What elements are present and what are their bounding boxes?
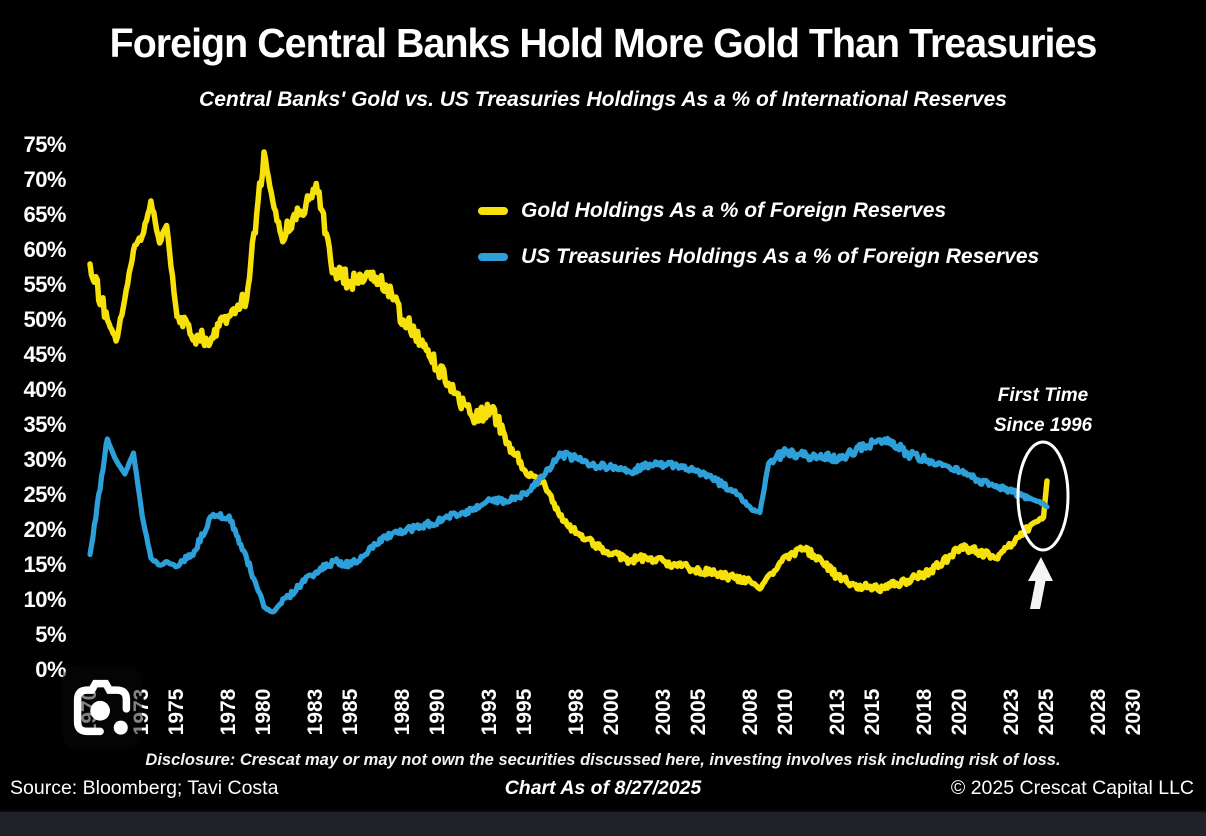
y-tick-label: 65% — [23, 202, 66, 227]
y-tick-label: 20% — [23, 517, 66, 542]
y-tick-label: 55% — [23, 272, 66, 297]
y-tick-label: 10% — [23, 587, 66, 612]
y-tick-label: 15% — [23, 552, 66, 577]
disclosure-text: Disclosure: Crescat may or may not own t… — [145, 751, 1061, 769]
y-tick-label: 40% — [23, 377, 66, 402]
y-tick-label: 50% — [23, 307, 66, 332]
highlight-ellipse — [1016, 440, 1070, 552]
treasuries-line — [87, 435, 1050, 615]
arrow-up-annotation — [1028, 557, 1053, 609]
treasuries-legend-label: US Treasuries Holdings As a % of Foreign… — [521, 245, 1040, 268]
y-tick-label: 70% — [23, 167, 66, 192]
camera-lens-icon[interactable] — [62, 665, 142, 749]
gold-line — [87, 149, 1050, 595]
y-tick-label: 60% — [23, 237, 66, 262]
y-tick-label: 30% — [23, 447, 66, 472]
treasuries-legend-swatch-icon — [478, 253, 508, 261]
legend-item-treasuries: US Treasuries Holdings As a % of Foreign… — [478, 245, 1039, 269]
first-time-annotation: First Time Since 1996 — [993, 385, 1093, 436]
y-tick-label: 25% — [23, 482, 66, 507]
gold-legend-swatch-icon — [478, 207, 508, 215]
viewer-bottom-bar — [0, 810, 1206, 836]
y-tick-label: 0% — [35, 657, 66, 682]
y-tick-label: 45% — [23, 342, 66, 367]
as-of-date: Chart As of 8/27/2025 — [504, 777, 702, 799]
camera-lens-glyph — [73, 679, 131, 736]
legend-item-gold: Gold Holdings As a % of Foreign Reserves — [478, 199, 946, 223]
y-tick-label: 35% — [23, 412, 66, 437]
y-tick-label: 75% — [23, 132, 66, 157]
source-text: Source: Bloomberg; Tavi Costa — [10, 777, 279, 799]
chart-subtitle: Central Banks' Gold vs. US Treasuries Ho… — [199, 88, 1007, 111]
chart-title: Foreign Central Banks Hold More Gold Tha… — [109, 20, 1098, 66]
copyright-text: © 2025 Crescat Capital LLC — [950, 777, 1194, 799]
gold-legend-label: Gold Holdings As a % of Foreign Reserves — [521, 199, 947, 222]
y-tick-label: 5% — [35, 622, 66, 647]
